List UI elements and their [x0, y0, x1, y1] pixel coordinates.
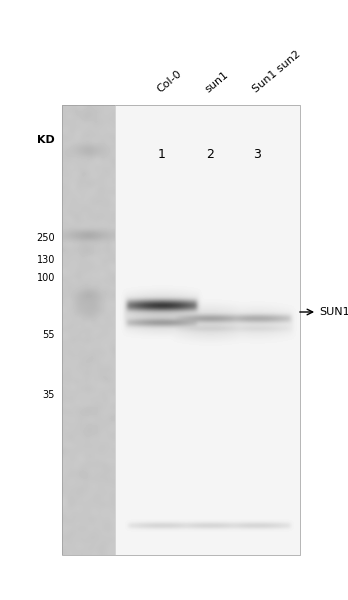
Text: sun1: sun1	[204, 70, 231, 95]
Text: 1: 1	[158, 148, 166, 161]
Text: 35: 35	[42, 390, 55, 400]
Text: Col-0: Col-0	[156, 69, 184, 95]
Text: 2: 2	[206, 148, 214, 161]
Bar	[62, 105, 300, 555]
Text: 3: 3	[253, 148, 261, 161]
Text: Sun1 sun2: Sun1 sun2	[251, 49, 302, 95]
Text: SUN1: SUN1	[319, 307, 348, 317]
Text: KD: KD	[37, 135, 55, 145]
Text: 55: 55	[42, 329, 55, 340]
Text: 250: 250	[37, 233, 55, 243]
Text: 100: 100	[37, 273, 55, 283]
Text: 130: 130	[37, 255, 55, 265]
